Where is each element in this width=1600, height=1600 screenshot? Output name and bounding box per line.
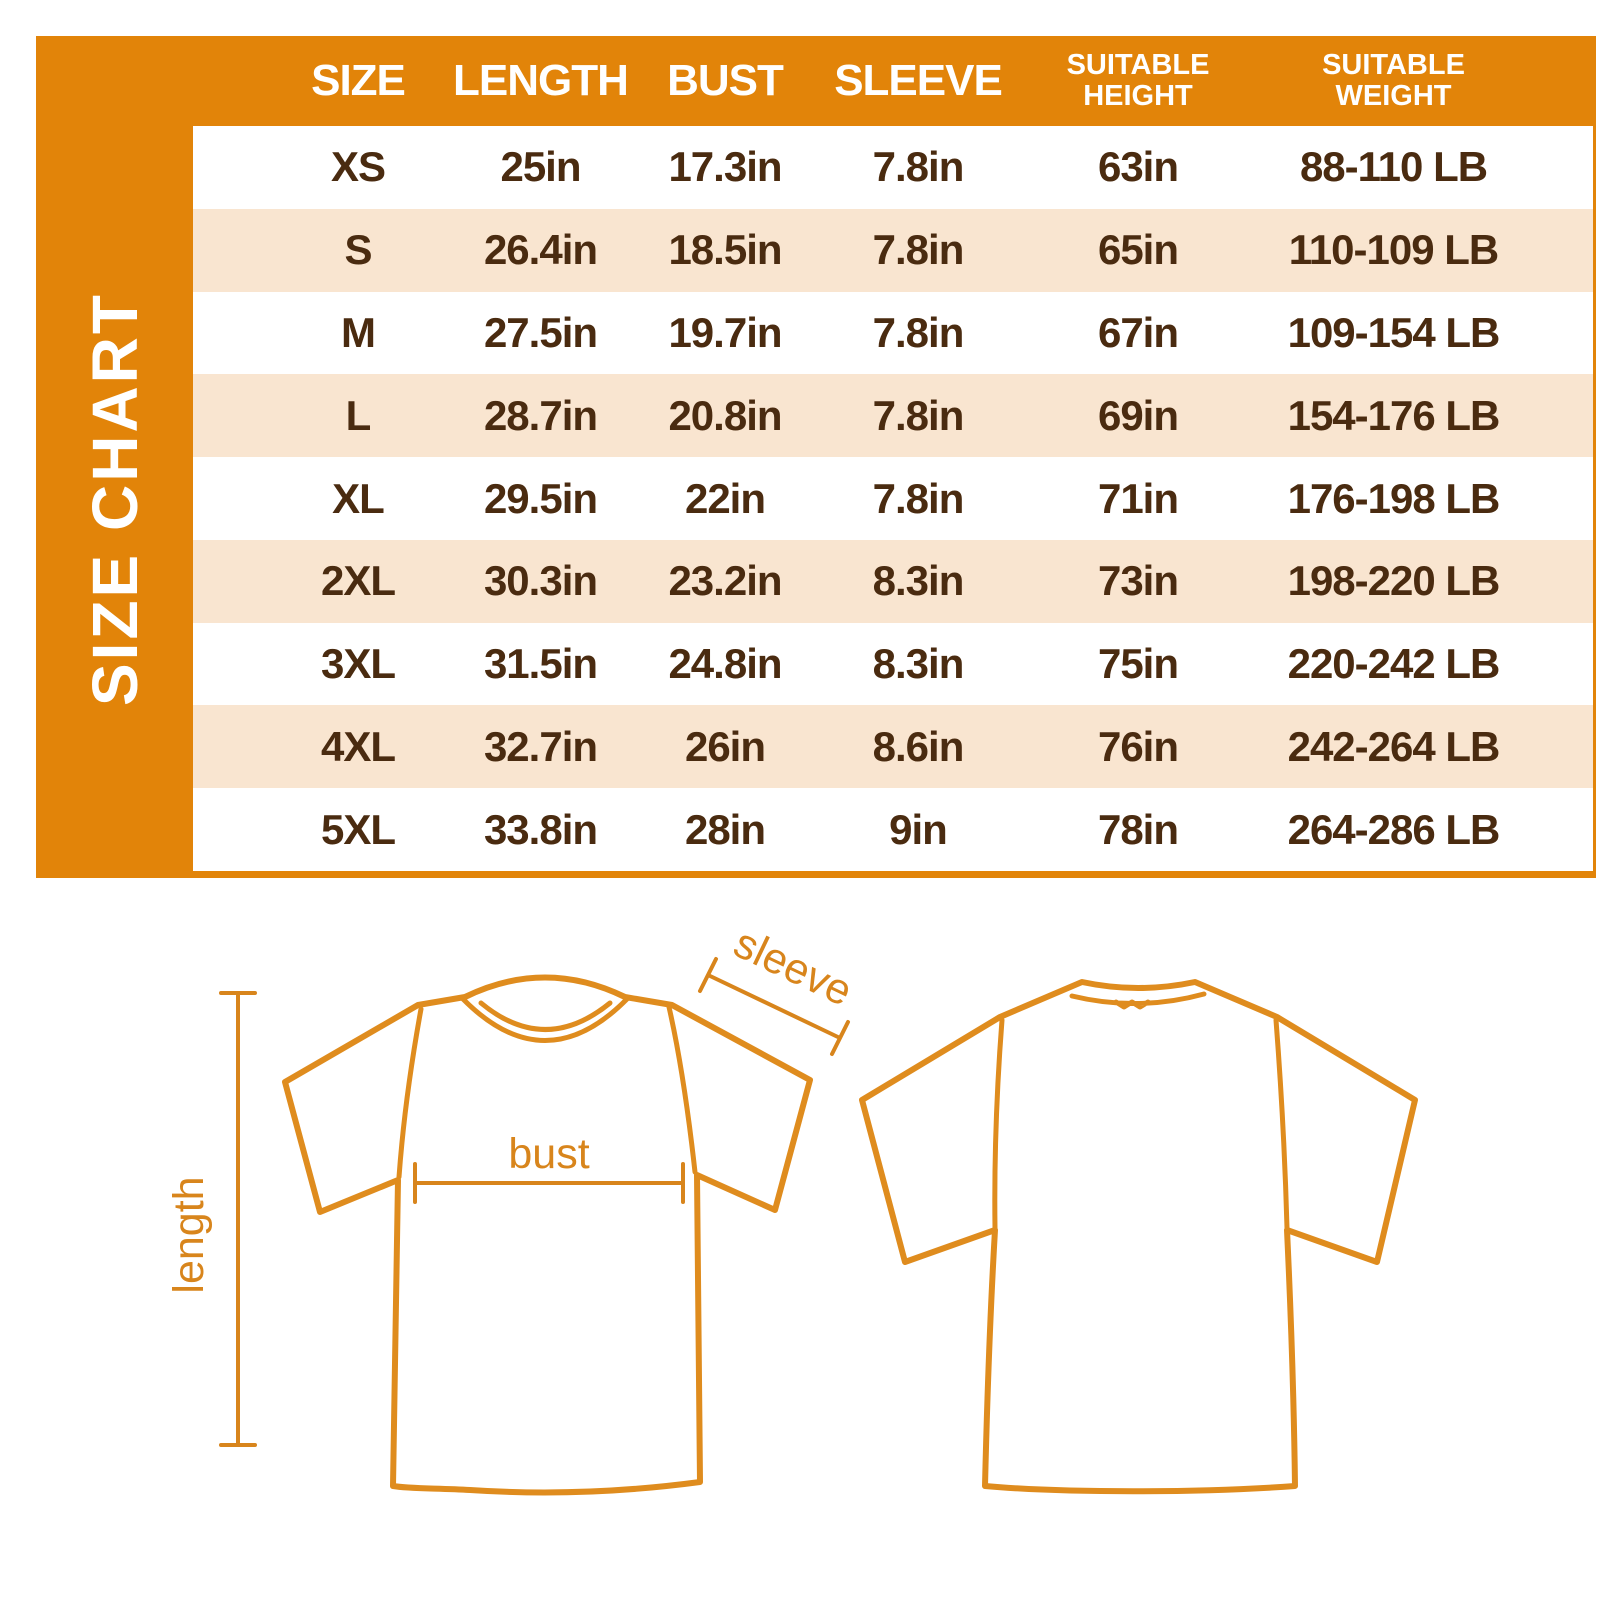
length-measure-line (219, 991, 257, 1447)
column-header-bust: BUST (667, 56, 784, 105)
tshirt-back-seams (992, 1017, 1290, 1231)
cell-s-suitable-weight: 110-109 LB (1288, 226, 1499, 274)
cell-xs-suitable-height: 63in (1097, 143, 1179, 191)
cell-4xl-size: 4XL (320, 722, 396, 770)
cell-4xl-sleeve: 8.6in (872, 722, 965, 770)
cell-s-bust: 18.5in (668, 226, 782, 274)
table-body: XS 25in 17.3in 7.8in 63in 88-110 LB S 26.4in 18.… (193, 126, 1593, 872)
tshirt-front-body (282, 974, 813, 1496)
cell-xl-suitable-height: 71in (1097, 474, 1179, 522)
cell-3xl-sleeve: 8.3in (872, 640, 965, 688)
tshirt-back-body (859, 979, 1418, 1495)
cell-5xl-suitable-weight: 264-286 LB (1287, 805, 1501, 853)
table-row-xl: XL 29.5in 22in 7.8in 71in 176-198 LB (193, 457, 1593, 540)
cell-2xl-bust: 23.2in (668, 557, 782, 605)
cell-l-bust: 20.8in (668, 391, 782, 439)
cell-s-size: S (344, 226, 372, 274)
cell-xl-length: 29.5in (483, 474, 598, 522)
cell-5xl-length: 33.8in (483, 805, 598, 853)
table-row-5xl: 5XL 33.8in 28in 9in 78in 264-286 LB (193, 788, 1593, 872)
cell-xl-bust: 22in (684, 474, 766, 522)
cell-l-length: 28.7in (483, 391, 598, 439)
tshirt-front-collar (460, 996, 630, 1043)
cell-3xl-length: 31.5in (483, 640, 598, 688)
table-row-l: L 28.7in 20.8in 7.8in 69in 154-176 LB (193, 374, 1593, 458)
cell-2xl-size: 2XL (320, 557, 396, 605)
table-row-3xl: 3XL 31.5in 24.8in 8.3in 75in 220-242 LB (193, 622, 1593, 706)
bust-measure-line (413, 1162, 685, 1204)
bust-label: bust (508, 1130, 589, 1178)
sleeve-measure-line (698, 957, 850, 1056)
tshirt-front-seams (396, 1004, 698, 1180)
cell-s-suitable-height: 65in (1097, 226, 1179, 274)
cell-m-bust: 19.7in (668, 308, 782, 356)
cell-m-suitable-weight: 109-154 LB (1287, 308, 1501, 356)
cell-s-sleeve: 7.8in (872, 226, 965, 274)
cell-m-length: 27.5in (483, 308, 598, 356)
cell-4xl-length: 32.7in (483, 722, 598, 770)
cell-l-size: L (345, 391, 372, 439)
tshirt-back-collar (1069, 991, 1207, 1010)
cell-3xl-suitable-height: 75in (1097, 640, 1179, 688)
cell-5xl-bust: 28in (684, 805, 766, 853)
tshirt-measurement-diagram: length bust sleeve (165, 930, 1418, 1496)
cell-m-size: M (341, 308, 376, 356)
cell-m-suitable-height: 67in (1097, 308, 1179, 356)
table-row-2xl: 2XL 30.3in 23.2in 8.3in 73in 198-220 LB (193, 539, 1593, 623)
cell-2xl-suitable-weight: 198-220 LB (1287, 557, 1501, 605)
cell-xl-size: XL (332, 474, 385, 522)
table-row-xs: XS 25in 17.3in 7.8in 63in 88-110 LB (193, 126, 1593, 209)
cell-5xl-sleeve: 9in (889, 805, 948, 853)
cell-m-sleeve: 7.8in (872, 308, 965, 356)
cell-4xl-suitable-weight: 242-264 LB (1287, 722, 1501, 770)
cell-xl-sleeve: 7.8in (872, 474, 965, 522)
cell-4xl-suitable-height: 76in (1097, 722, 1179, 770)
cell-xs-length: 25in (500, 143, 581, 191)
cell-l-suitable-height: 69in (1097, 391, 1179, 439)
page-title-text: SIZE CHART (78, 291, 151, 706)
length-label: length (165, 1176, 213, 1293)
cell-3xl-suitable-weight: 220-242 LB (1287, 640, 1501, 688)
cell-3xl-size: 3XL (320, 640, 396, 688)
size-chart-panel: SIZE CHART SIZE LENGTH BUST SLEEVE SUITABLE … (36, 36, 1596, 878)
column-header-sleeve: SLEEVE (834, 56, 1003, 105)
cell-xs-bust: 17.3in (668, 143, 782, 191)
tshirt-back-outline (859, 979, 1418, 1495)
column-header-suitable-height: SUITABLE HEIGHT (1066, 48, 1210, 112)
tshirt-front-outline (282, 974, 813, 1496)
cell-2xl-length: 30.3in (483, 557, 598, 605)
bust-measure: bust (413, 1130, 685, 1204)
cell-l-sleeve: 7.8in (872, 391, 965, 439)
cell-2xl-sleeve: 8.3in (872, 557, 965, 605)
page-title: SIZE CHART (36, 126, 193, 871)
table-row-s: S 26.4in 18.5in 7.8in 65in 110-109 LB (193, 208, 1593, 292)
cell-2xl-suitable-height: 73in (1097, 557, 1179, 605)
cell-5xl-suitable-height: 78in (1097, 805, 1179, 853)
column-header-length: LENGTH (453, 56, 629, 105)
sleeve-label: sleeve (727, 930, 860, 1016)
cell-4xl-bust: 26in (684, 722, 766, 770)
length-measure: length (165, 991, 257, 1447)
cell-xs-size: XS (330, 143, 386, 191)
cell-xs-suitable-weight: 88-110 LB (1299, 143, 1488, 191)
cell-3xl-bust: 24.8in (668, 640, 782, 688)
cell-5xl-size: 5XL (320, 805, 396, 853)
table-row-4xl: 4XL 32.7in 26in 8.6in 76in 242-264 LB (193, 705, 1593, 789)
table-header: SIZE LENGTH BUST SLEEVE SUITABLE HEIGHT SUITA… (193, 36, 1593, 126)
cell-l-suitable-weight: 154-176 LB (1287, 391, 1501, 439)
cell-xs-sleeve: 7.8in (872, 143, 965, 191)
column-header-suitable-weight: SUITABLE WEIGHT (1322, 48, 1465, 112)
cell-s-length: 26.4in (483, 226, 598, 274)
table-row-m: M 27.5in 19.7in 7.8in 67in 109-154 LB (193, 291, 1593, 375)
column-header-size: SIZE (311, 56, 406, 105)
cell-xl-suitable-weight: 176-198 LB (1287, 474, 1501, 522)
